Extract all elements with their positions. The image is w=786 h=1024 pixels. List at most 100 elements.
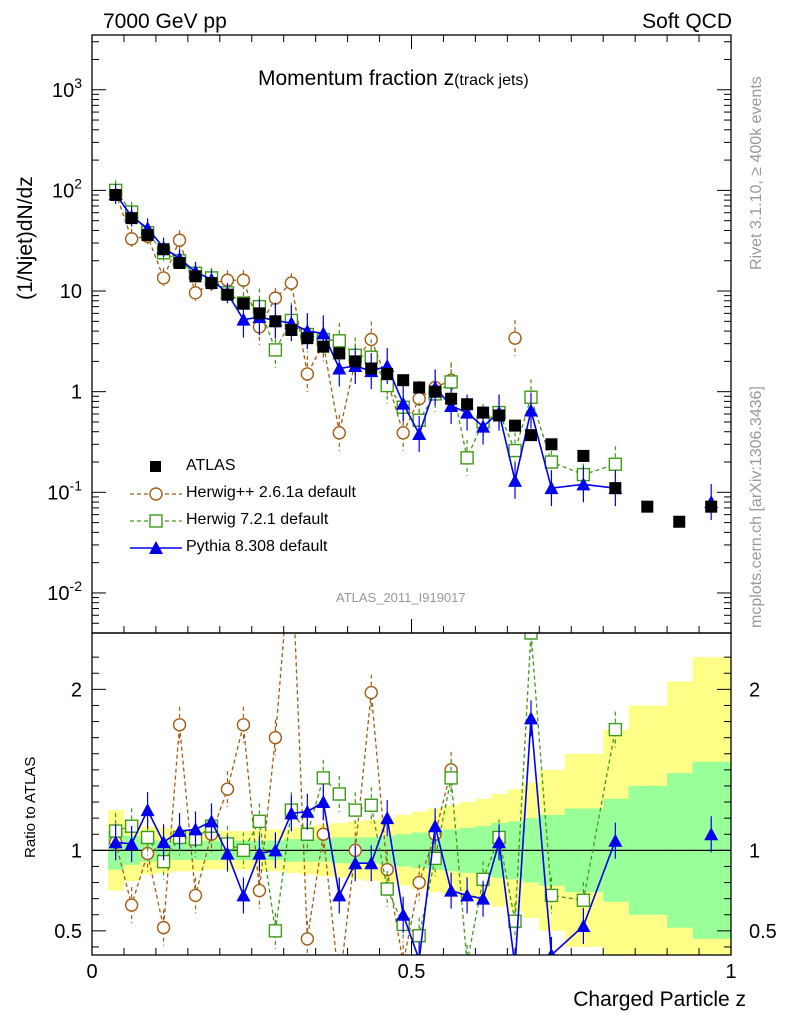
point-pythia <box>316 795 331 809</box>
point-herwigpp <box>380 862 394 877</box>
y-tick-label-ratio-right: 1 <box>749 840 760 862</box>
point-atlas <box>365 362 378 375</box>
point-herwig7 <box>576 893 591 907</box>
legend-marker-herwigpp <box>130 487 182 501</box>
point-pythia <box>284 806 299 820</box>
point-herwigpp <box>396 426 410 440</box>
legend-marker-atlas <box>150 461 161 472</box>
point-pythia <box>444 399 459 413</box>
y-tick-label-main: 10-2 <box>47 578 82 605</box>
legend-marker-herwig7 <box>130 514 182 528</box>
point-herwigpp <box>252 883 267 898</box>
point-pythia <box>396 907 411 921</box>
analysis-watermark: ATLAS_2011_I919017 <box>336 590 466 605</box>
point-pythia <box>204 814 219 828</box>
point-atlas <box>524 429 537 442</box>
x-axis-label: Charged Particle z <box>573 988 746 1011</box>
point-pythia <box>268 843 283 857</box>
y-tick-label-main: 103 <box>52 75 82 102</box>
point-herwig7 <box>544 888 559 903</box>
point-herwigpp <box>508 331 522 345</box>
point-atlas <box>509 419 522 432</box>
point-herwig7 <box>444 375 458 389</box>
point-herwig7 <box>380 882 394 896</box>
point-herwig7 <box>608 457 623 471</box>
x-tick-label: 0.5 <box>398 961 426 983</box>
point-herwig7 <box>524 633 538 640</box>
point-pythia <box>332 361 347 375</box>
point-herwigpp <box>300 932 315 946</box>
point-atlas <box>577 449 590 462</box>
point-pythia <box>252 846 267 860</box>
point-pythia <box>492 835 507 849</box>
point-pythia <box>236 888 251 902</box>
y-tick-label-ratio: 1 <box>71 840 82 862</box>
point-atlas <box>461 398 474 411</box>
point-pythia <box>300 804 315 818</box>
point-pythia <box>124 836 139 850</box>
point-atlas <box>705 500 718 513</box>
point-pythia <box>576 919 591 933</box>
point-pythia <box>576 477 591 491</box>
point-herwigpp <box>188 286 203 300</box>
series-line-pythia <box>114 193 616 490</box>
point-herwigpp <box>172 718 187 732</box>
point-herwig7 <box>252 814 267 829</box>
point-pythia <box>412 426 427 440</box>
point-atlas <box>317 340 330 353</box>
ratio-uncertainty-bands <box>107 657 731 955</box>
x-tick-label: 1 <box>725 961 736 983</box>
point-herwig7 <box>268 343 283 357</box>
point-herwig7 <box>300 827 315 841</box>
point-herwigpp <box>268 730 283 745</box>
point-atlas <box>429 385 442 398</box>
point-herwig7 <box>412 928 426 943</box>
y-tick-label-ratio-right: 2 <box>749 679 760 701</box>
point-herwig7 <box>348 803 362 817</box>
point-pythia <box>476 891 491 905</box>
point-pythia <box>476 419 491 433</box>
point-pythia <box>236 312 251 326</box>
y-tick-label-ratio: 0.5 <box>54 921 82 943</box>
point-pythia <box>332 888 347 902</box>
point-pythia <box>428 819 443 833</box>
point-pythia <box>172 824 187 838</box>
point-herwig7 <box>268 924 283 938</box>
point-herwig7 <box>332 334 346 348</box>
point-atlas <box>157 243 170 256</box>
point-pythia <box>523 711 538 725</box>
point-atlas <box>397 374 410 387</box>
point-herwig7 <box>508 914 522 928</box>
series-main-atlas <box>109 188 718 528</box>
point-pythia <box>108 835 123 849</box>
point-pythia <box>188 822 203 836</box>
point-pythia <box>460 888 475 902</box>
point-herwig7 <box>444 771 458 785</box>
point-atlas <box>109 188 122 201</box>
point-atlas <box>349 355 362 368</box>
point-atlas <box>641 500 654 513</box>
series-line-herwigpp <box>115 192 452 435</box>
point-pythia <box>364 856 379 870</box>
point-herwig7 <box>236 843 251 858</box>
point-herwigpp <box>284 276 299 290</box>
point-herwig7 <box>461 957 473 969</box>
point-herwigpp <box>220 782 235 796</box>
point-pythia <box>460 405 475 419</box>
series-[object Object]-herwigpp <box>108 182 522 451</box>
point-atlas <box>189 270 202 283</box>
point-atlas <box>545 438 558 451</box>
point-pythia <box>156 835 171 849</box>
legend-label-pythia: Pythia 8.308 default <box>186 538 328 555</box>
point-atlas <box>445 392 458 405</box>
point-herwigpp <box>364 685 378 700</box>
point-pythia <box>508 959 522 972</box>
point-herwigpp <box>172 233 187 247</box>
point-herwigpp <box>333 980 345 992</box>
point-atlas <box>269 315 282 328</box>
point-pythia <box>380 811 395 825</box>
point-herwig7 <box>332 787 346 801</box>
point-atlas <box>413 381 426 394</box>
